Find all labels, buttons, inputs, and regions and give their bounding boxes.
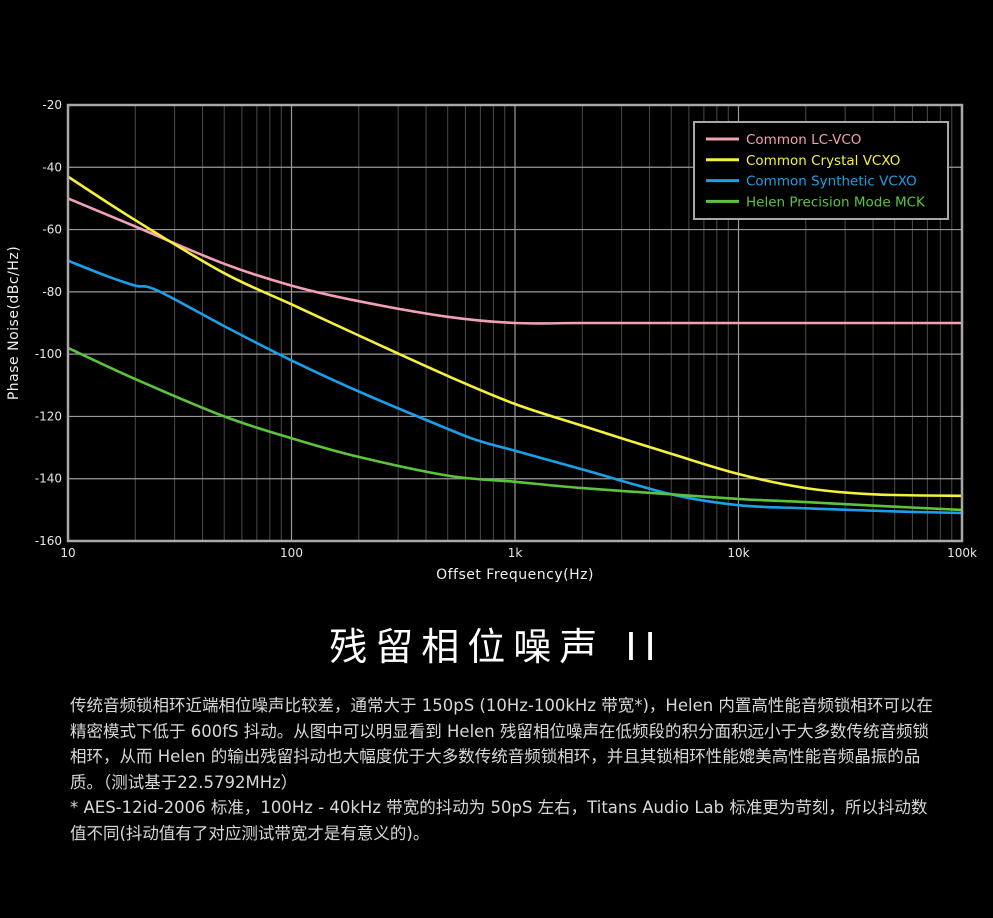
legend-label: Helen Precision Mode MCK	[746, 194, 926, 210]
description-footnote: * AES-12id-2006 标准，100Hz - 40kHz 带宽的抖动为 …	[70, 798, 928, 843]
y-tick-label: -40	[42, 160, 62, 174]
x-tick-label: 100	[280, 546, 303, 560]
y-axis-label: Phase Noise(dBc/Hz)	[6, 246, 22, 400]
y-tick-label: -140	[35, 472, 62, 486]
legend-label: Common Crystal VCXO	[746, 153, 900, 169]
y-tick-label: -160	[35, 534, 62, 548]
phase-noise-chart: -20-40-60-80-100-120-140-160 10 100 1k 10k 1…	[6, 98, 977, 583]
y-tick-label: -20	[42, 98, 62, 112]
description-paragraph: 传统音频锁相环近端相位噪声比较差，通常大于 150pS (10Hz-100kHz…	[70, 696, 933, 792]
series-line-0	[67, 197, 962, 325]
section-title: 残留相位噪声 II	[329, 625, 664, 669]
y-tick-label: -60	[42, 223, 62, 237]
legend-label: Common Synthetic VCXO	[746, 174, 917, 190]
plot-frame	[66, 103, 964, 543]
series-layer	[67, 175, 963, 515]
y-axis-ticks: -20 -40 -60 -80 -100 -120 -140 -160	[35, 98, 62, 548]
x-tick-label: 1k	[508, 546, 523, 560]
y-tick-label: -100	[35, 347, 62, 361]
description: 传统音频锁相环近端相位噪声比较差，通常大于 150pS (10Hz-100kHz…	[70, 693, 940, 846]
y-tick-label: -120	[35, 409, 62, 423]
x-axis-ticks: 10 100 1k 10k 100k	[60, 546, 977, 560]
legend: Common LC-VCO Common Crystal VCXO Common S…	[693, 121, 949, 220]
y-tick-label: -80	[42, 285, 62, 299]
series-line-1	[67, 175, 963, 498]
x-tick-label: 10k	[727, 546, 749, 560]
x-axis-label: Offset Frequency(Hz)	[436, 567, 594, 583]
legend-label: Common LC-VCO	[746, 132, 861, 148]
series-line-3	[67, 346, 963, 512]
series-line-2	[67, 259, 963, 515]
x-tick-label: 100k	[947, 546, 977, 560]
x-tick-label: 10	[60, 546, 75, 560]
